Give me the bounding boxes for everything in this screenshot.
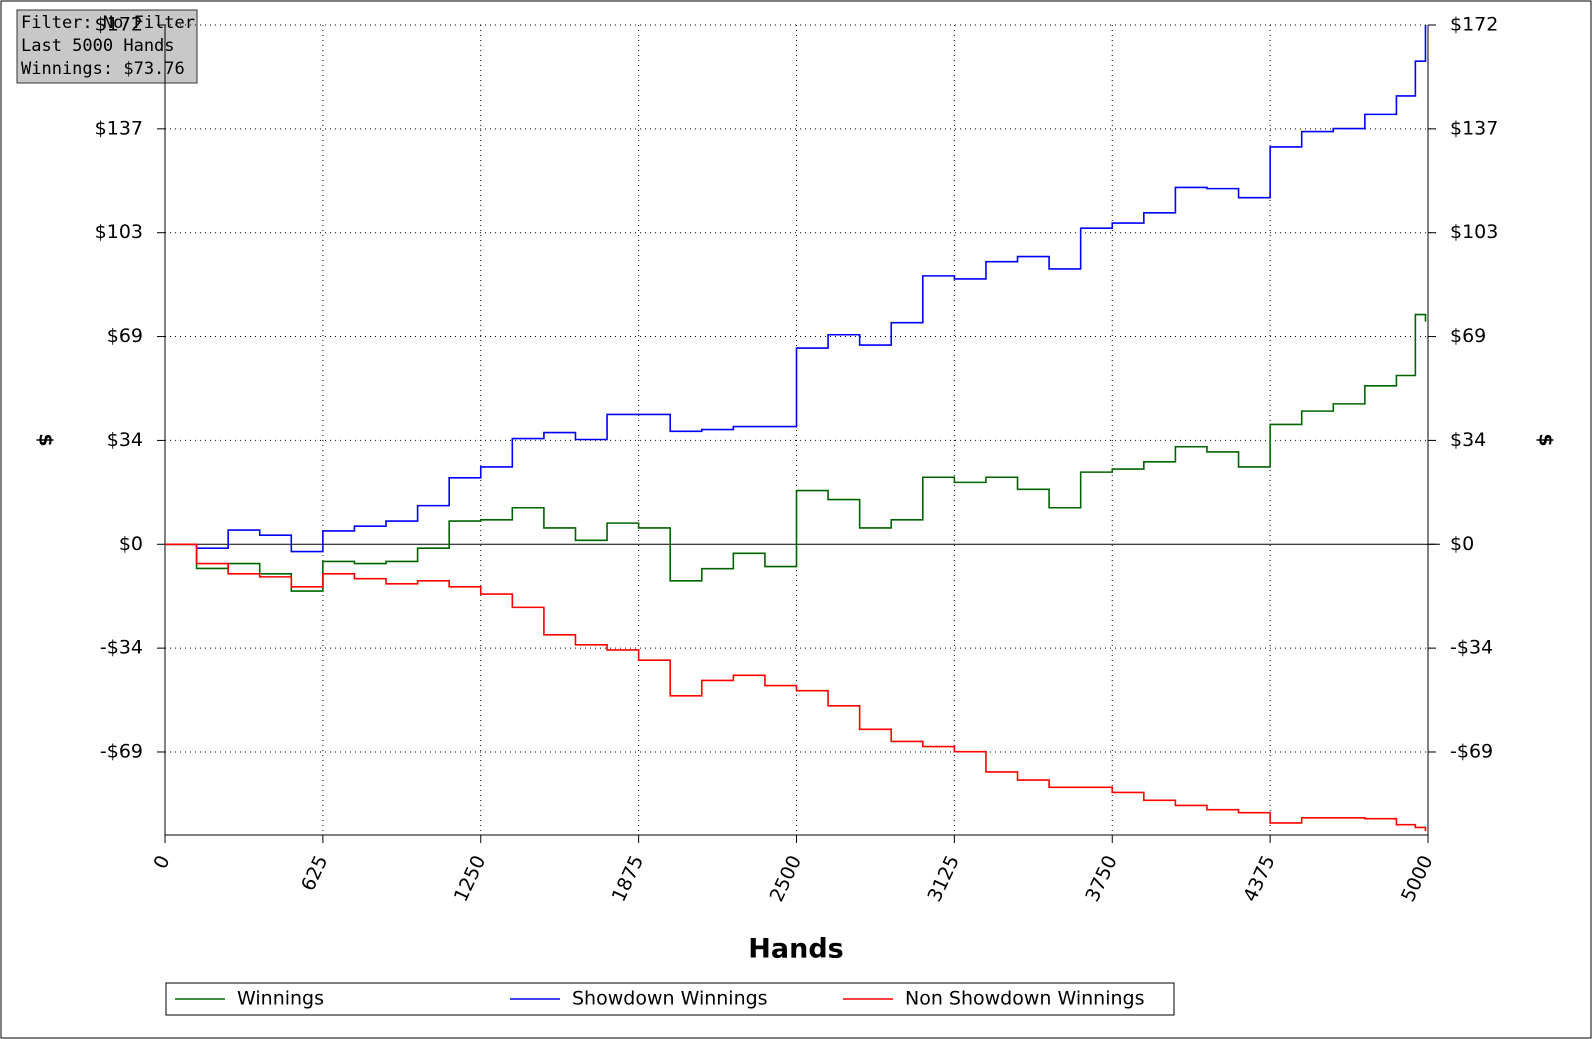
series-line bbox=[165, 313, 1427, 592]
y-tick-label: -$34 bbox=[100, 637, 143, 659]
y-tick-label: $0 bbox=[119, 533, 143, 555]
info-line: Last 5000 Hands bbox=[21, 36, 175, 56]
y2-tick-label: $0 bbox=[1450, 533, 1474, 555]
y-axis-title: $ bbox=[35, 433, 57, 446]
series-line bbox=[165, 25, 1427, 553]
x-axis-title: Hands bbox=[748, 934, 843, 965]
series-line bbox=[165, 543, 1427, 832]
info-line: Filter: No Filter bbox=[21, 13, 195, 33]
y-tick-label: $103 bbox=[95, 221, 143, 243]
y-tick-label: $34 bbox=[107, 429, 143, 451]
y-tick-label: $172 bbox=[95, 14, 143, 36]
legend-label: Showdown Winnings bbox=[572, 988, 768, 1010]
y2-tick-label: $34 bbox=[1450, 429, 1486, 451]
info-box bbox=[16, 9, 198, 84]
y2-tick-label: $172 bbox=[1450, 14, 1498, 36]
y-tick-label: $137 bbox=[95, 117, 143, 139]
y2-tick-label: $137 bbox=[1450, 117, 1498, 139]
legend bbox=[165, 982, 1175, 1016]
legend-label: Winnings bbox=[237, 988, 324, 1010]
info-line: Winnings: $73.76 bbox=[21, 59, 185, 79]
y2-tick-label: $103 bbox=[1450, 221, 1498, 243]
y-tick-label: -$69 bbox=[100, 740, 143, 762]
y2-tick-label: -$34 bbox=[1450, 637, 1493, 659]
legend-label: Non Showdown Winnings bbox=[905, 988, 1145, 1010]
y2-tick-label: -$69 bbox=[1450, 740, 1493, 762]
y2-tick-label: $69 bbox=[1450, 325, 1486, 347]
y-tick-label: $69 bbox=[107, 325, 143, 347]
y2-axis-title: $ bbox=[1535, 433, 1557, 446]
